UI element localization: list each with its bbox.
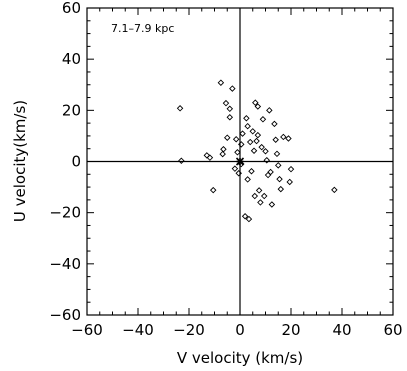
data-point [255,187,263,194]
data-point [231,165,239,172]
data-point [273,150,281,158]
data-point [226,105,234,113]
data-point [176,105,184,112]
data-point [286,178,293,186]
data-point [268,201,276,208]
data-point [267,168,274,176]
data-point [254,131,262,139]
data-point [260,192,268,200]
data-point [206,154,214,161]
data-point [251,192,259,200]
y-tick-label: −20 [49,204,81,222]
y-tick-label: 20 [62,101,81,119]
data-point [263,156,271,164]
x-tick-label: 20 [281,321,300,339]
x-tick-label: 40 [332,321,351,339]
data-point [249,128,256,135]
data-point [258,143,265,151]
data-point [217,79,225,86]
data-point [287,165,295,173]
y-tick-label: −60 [49,306,81,324]
data-point [280,133,287,141]
data-point [244,122,251,130]
data-point [243,115,250,122]
data-point [253,137,260,145]
x-tick-labels: −60 −40 −20 0 20 40 60 [71,321,402,339]
data-point [271,120,278,128]
distance-annotation: 7.1–7.9 kpc [111,22,174,35]
data-point [266,107,273,114]
tick-marks [86,7,394,316]
data-point [244,176,251,183]
data-point [245,215,253,223]
data-point [272,136,279,143]
data-point [209,186,217,194]
data-point [241,213,249,220]
x-tick-label: −20 [173,321,205,339]
data-point [203,152,211,159]
y-tick-labels: −60 −40 −20 0 20 40 60 [49,0,81,324]
data-point [248,167,255,175]
data-point [234,149,241,156]
data-point [254,103,262,110]
data-point [250,147,258,154]
y-tick-label: 60 [62,0,81,17]
data-point [246,138,254,146]
y-tick-label: 0 [71,153,81,171]
data-point [252,99,259,106]
data-point [219,150,226,158]
data-point [277,185,285,193]
x-tick-label: 0 [235,321,245,339]
data-point [239,130,246,137]
data-point [224,134,231,141]
x-tick-label: 60 [383,321,402,339]
data-point [226,114,234,121]
y-tick-label: −40 [49,255,81,273]
data-point [220,145,227,153]
data-point [257,199,264,206]
data-point [331,186,338,194]
x-axis-title: V velocity (km/s) [177,349,303,367]
data-point [178,157,185,164]
data-point [259,116,267,123]
data-point [235,170,242,177]
data-point [276,175,283,183]
data-point [238,141,245,148]
data-point [262,148,269,155]
origin-marker [235,157,245,166]
data-point [285,135,292,142]
data-point [232,136,240,143]
x-tick-label: −40 [122,321,154,339]
data-points [176,79,338,223]
x-tick-label: −60 [71,321,103,339]
y-tick-label: 40 [62,50,81,68]
data-point [229,85,236,92]
data-point [222,99,230,107]
data-point [275,162,282,169]
y-axis-title: U velocity(km/s) [11,100,29,222]
